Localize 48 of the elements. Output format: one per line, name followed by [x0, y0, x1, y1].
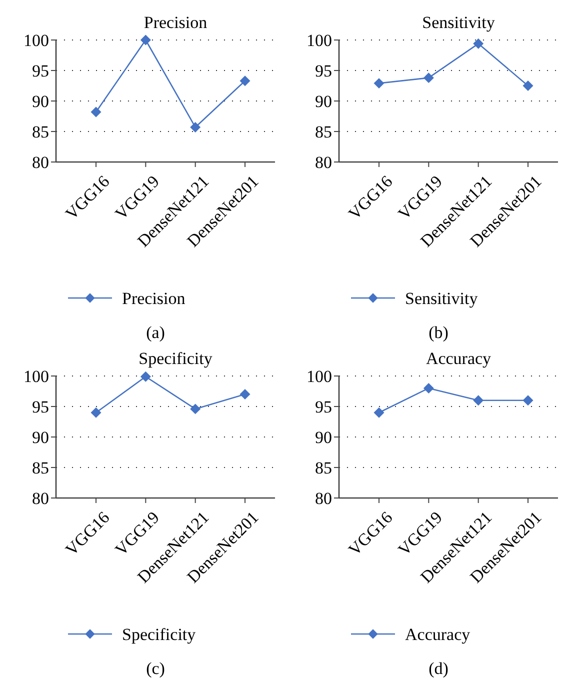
y-tick-label: 80: [32, 488, 49, 508]
point: [423, 72, 434, 84]
y-tick-label: 80: [315, 488, 332, 508]
y-tick-label: 80: [32, 152, 49, 172]
y-tick-label: 85: [315, 122, 332, 142]
point: [90, 106, 102, 118]
legend-label: Specificity: [122, 624, 196, 644]
y-tick-label: 100: [306, 30, 332, 50]
point: [140, 371, 151, 382]
y-tick-label: 85: [32, 458, 49, 478]
y-tick-label: 100: [306, 366, 332, 386]
y-tick-label: 80: [315, 152, 332, 172]
point: [522, 395, 534, 406]
y-tick-label: 90: [315, 428, 332, 447]
y-tick-label: 95: [32, 61, 49, 80]
point: [374, 78, 384, 89]
y-tick-label: 90: [315, 92, 332, 111]
y-tick-label: 95: [32, 397, 49, 416]
chart-title: Accuracy: [426, 349, 492, 368]
point: [190, 122, 201, 132]
point: [522, 80, 534, 91]
text: (a): [146, 323, 165, 342]
point: [473, 395, 484, 406]
y-tick-label: 100: [24, 366, 49, 386]
text: (d): [428, 659, 448, 678]
legend-label: Accuracy: [405, 624, 471, 644]
point: [240, 76, 250, 86]
chart-title: Specificity: [138, 349, 213, 368]
chart-title: Sensitivity: [422, 13, 496, 32]
text: (c): [146, 659, 165, 678]
point: [240, 389, 250, 400]
y-tick-label: 85: [315, 458, 332, 478]
point: [473, 38, 484, 49]
legend-label: Sensitivity: [405, 288, 478, 308]
legend-label: Precision: [122, 288, 186, 308]
point: [140, 34, 151, 46]
point: [190, 404, 201, 414]
y-tick-label: 100: [24, 30, 49, 50]
text: (b): [428, 323, 448, 342]
y-tick-label: 95: [315, 61, 332, 80]
y-tick-label: 85: [32, 122, 49, 142]
y-tick-label: 90: [32, 92, 49, 111]
chart-title: Precision: [144, 13, 208, 32]
point: [374, 407, 384, 418]
point: [90, 407, 102, 418]
point: [423, 382, 434, 394]
y-tick-label: 90: [32, 428, 49, 447]
y-tick-label: 95: [315, 397, 332, 416]
